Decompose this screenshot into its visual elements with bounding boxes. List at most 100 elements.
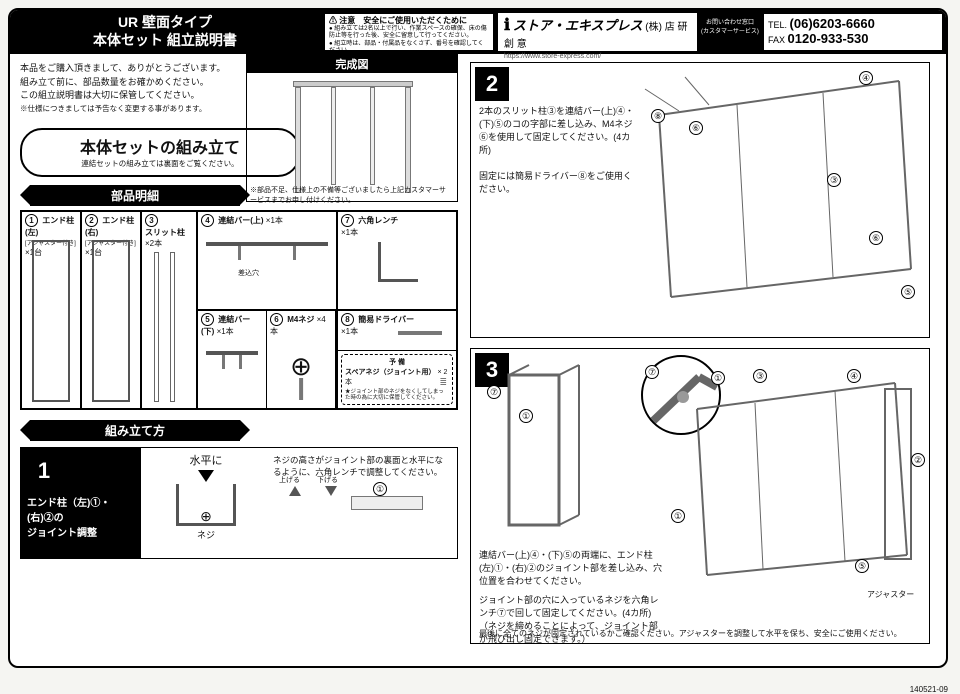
part-2-icon: [92, 240, 130, 402]
caution-box: ⚠ 注意 安全にご使用いただくために ● 組み立ては2名以上で行い、作業スペース…: [324, 13, 494, 51]
part-4-name: 連結バー(上): [218, 216, 263, 225]
parts-bar: 部品明細: [30, 185, 240, 206]
flag-down-label: 下げる: [317, 476, 338, 486]
part-3-name: スリット柱: [145, 228, 185, 237]
s3-d-callout-7: ⑦: [645, 365, 659, 379]
completion-box: 完成図: [246, 54, 458, 202]
part-5-qty: ×1本: [217, 327, 234, 336]
screw-head-icon: ⊕: [200, 508, 212, 525]
step-1-right: ネジの高さがジョイント部の裏面と水平になるように、六角レンチで調整してください。…: [271, 448, 457, 558]
part-5-icon: [206, 351, 258, 355]
part-1-num: 1: [25, 214, 38, 227]
part-8-name: 簡易ドライバー: [358, 315, 414, 324]
s3-callout-7: ⑦: [487, 385, 501, 399]
fax-label: FAX: [768, 35, 785, 45]
s3-callout-5: ⑤: [855, 559, 869, 573]
assembly-section: 組み立て方 1 エンド柱（左)①・ (右)②の ジョイント調整 水平に ⊕: [20, 420, 458, 559]
step-1-left-l2: (右)②の: [27, 513, 64, 524]
brand-logo-icon: ℹ: [504, 17, 510, 34]
s2-callout-8: ⑧: [651, 109, 665, 123]
part-7: 7 六角レンチ ×1本: [337, 211, 457, 310]
adjuster-label: アジャスター: [867, 589, 914, 600]
step-3-left-diagram: [485, 361, 645, 541]
flag-up-icon: [289, 486, 301, 496]
part-7-num: 7: [341, 214, 354, 227]
s2-callout-3: ③: [827, 173, 841, 187]
arrow-down-icon: [198, 470, 214, 482]
step-1-left-l1: エンド柱（左)①・: [27, 498, 110, 509]
step-1-left: 1 エンド柱（左)①・ (右)②の ジョイント調整: [21, 448, 141, 558]
footer-note: 最後に全てのネジが固定されているかご確認ください。アジャスターを調整して水平を保…: [479, 628, 921, 639]
part-4-peg2: [293, 246, 296, 260]
title-line2: 本体セット 組立説明書: [20, 32, 310, 50]
step-1-mid-top: 水平に: [145, 452, 267, 468]
parts-row2-mid: 5 連結バー(下) ×1本 6 M4ネジ ×4本 ⊕: [197, 310, 337, 409]
part-4-peg1: [238, 246, 241, 260]
brand-box: ℹ ストア・エキスプレス (株) 店 研 創 意 https://www.sto…: [498, 13, 697, 51]
s2-callout-4: ④: [859, 71, 873, 85]
part-4: 4 連結バー(上) ×1本 差込穴: [197, 211, 337, 310]
fax-number: 0120-933-530: [788, 31, 869, 46]
part-6-name: M4ネジ: [287, 315, 314, 324]
body: 本品をご購入頂きまして、ありがとうございます。 組み立て前に、部品数量をお確かめ…: [10, 54, 946, 658]
s2-callout-6b: ⑥: [869, 231, 883, 245]
phone-box: TEL. (06)6203-6660 FAX 0120-933-530: [763, 13, 943, 51]
part-8: 8 簡易ドライバー ×1本: [338, 311, 456, 351]
step-1-right-text: ネジの高さがジョイント部の裏面と水平になるように、六角レンチで調整してください。: [273, 455, 443, 477]
badge-line2: (カスタマーサービス): [701, 26, 759, 35]
doc-title: UR 壁面タイプ 本体セット 組立説明書: [10, 10, 320, 54]
part-4-note: 差込穴: [238, 268, 259, 278]
s3-callout-1: ①: [519, 409, 533, 423]
assembly-bar: 組み立て方: [30, 420, 240, 441]
parts-grid: 1 エンド柱(左) [アジャスター付き] ×1台 2 エンド柱(右) [アジャス…: [20, 210, 458, 410]
step-1-mid: 水平に ⊕ ネジ: [141, 448, 271, 558]
rack-slit-1: [331, 87, 336, 185]
step-3-right-diagram: [685, 369, 921, 599]
caution-heading: ⚠ 注意 安全にご使用いただくために: [329, 16, 467, 25]
rack-slit-2: [370, 87, 375, 185]
completion-title: 完成図: [247, 55, 457, 73]
part-5: 5 連結バー(下) ×1本: [198, 311, 267, 408]
part-3-qty: ×2本: [145, 239, 162, 248]
part-3-num: 3: [145, 214, 158, 227]
tel-number: (06)6203-6660: [790, 16, 875, 31]
rack-right-post: [405, 87, 411, 193]
rack-left-post: [295, 87, 301, 193]
part-3: 3 スリット柱 ×2本: [141, 211, 197, 409]
s2-callout-6: ⑥: [689, 121, 703, 135]
caution-line2: ● 組立時は、部品・付属品をなくさず、番号を確認してください。: [329, 41, 484, 54]
step-3-text1: 連結バー(上)④・(下)⑤の両端に、エンド柱(左)①・(右)②のジョイント部を差…: [479, 549, 665, 588]
parts-note: ※部品不足、仕様上の不備等ございましたら上記カスタマーサービスまでお申し付けくだ…: [250, 185, 450, 205]
part-6: 6 M4ネジ ×4本 ⊕: [267, 311, 336, 408]
step-2-num: 2: [475, 67, 509, 101]
completion-diagram: [293, 81, 413, 193]
part-5-peg1: [222, 355, 225, 369]
s3-callout-2: ②: [911, 453, 925, 467]
step-3-text2: ジョイント部の穴に入っているネジを六角レンチ⑦で回して固定してください。(4カ所…: [479, 594, 665, 620]
right-column: 2 2本のスリット柱③を連結バー(上)④・(下)⑤のコの字部に差し込み、M4ネジ…: [466, 54, 942, 658]
part-4-qty: ×1本: [266, 216, 283, 225]
tel-label: TEL.: [768, 20, 787, 30]
part-6-num: 6: [270, 313, 283, 326]
rack-top-bar: [293, 81, 413, 87]
header: UR 壁面タイプ 本体セット 組立説明書 ⚠ 注意 安全にご使用いただくために …: [10, 10, 946, 54]
part-spare: 予 備 スペアネジ（ジョイント用） × 2本 ≣ ★ジョイント部のネジをなくして…: [341, 354, 453, 405]
part-5-peg2: [239, 355, 242, 369]
spring-icon: ≣: [439, 377, 446, 388]
s3-callout-4: ④: [847, 369, 861, 383]
contact-badge: お問い合わせ窓口 (カスタマーサービス): [699, 13, 761, 51]
flag-up-label: 上げる: [279, 476, 300, 486]
driver-icon: [398, 331, 442, 335]
badge-line1: お問い合わせ窓口: [701, 17, 759, 26]
part-8-num: 8: [341, 313, 354, 326]
part-7-name: 六角レンチ: [358, 216, 398, 225]
step-2-box: 2 2本のスリット柱③を連結バー(上)④・(下)⑤のコの字部に差し込み、M4ネジ…: [470, 62, 930, 338]
step-1-left-l3: ジョイント調整: [27, 528, 97, 539]
step-1-mid-screw: ネジ: [145, 528, 267, 541]
part-1-icon: [32, 240, 70, 402]
left-column: 本品をご購入頂きまして、ありがとうございます。 組み立て前に、部品数量をお確かめ…: [10, 54, 466, 658]
part-2-num: 2: [85, 214, 98, 227]
part-4-num: 4: [201, 214, 214, 227]
flag-down-icon: [325, 486, 337, 496]
step-2-text2: 固定には簡易ドライバー⑧をご使用ください。: [479, 170, 635, 196]
